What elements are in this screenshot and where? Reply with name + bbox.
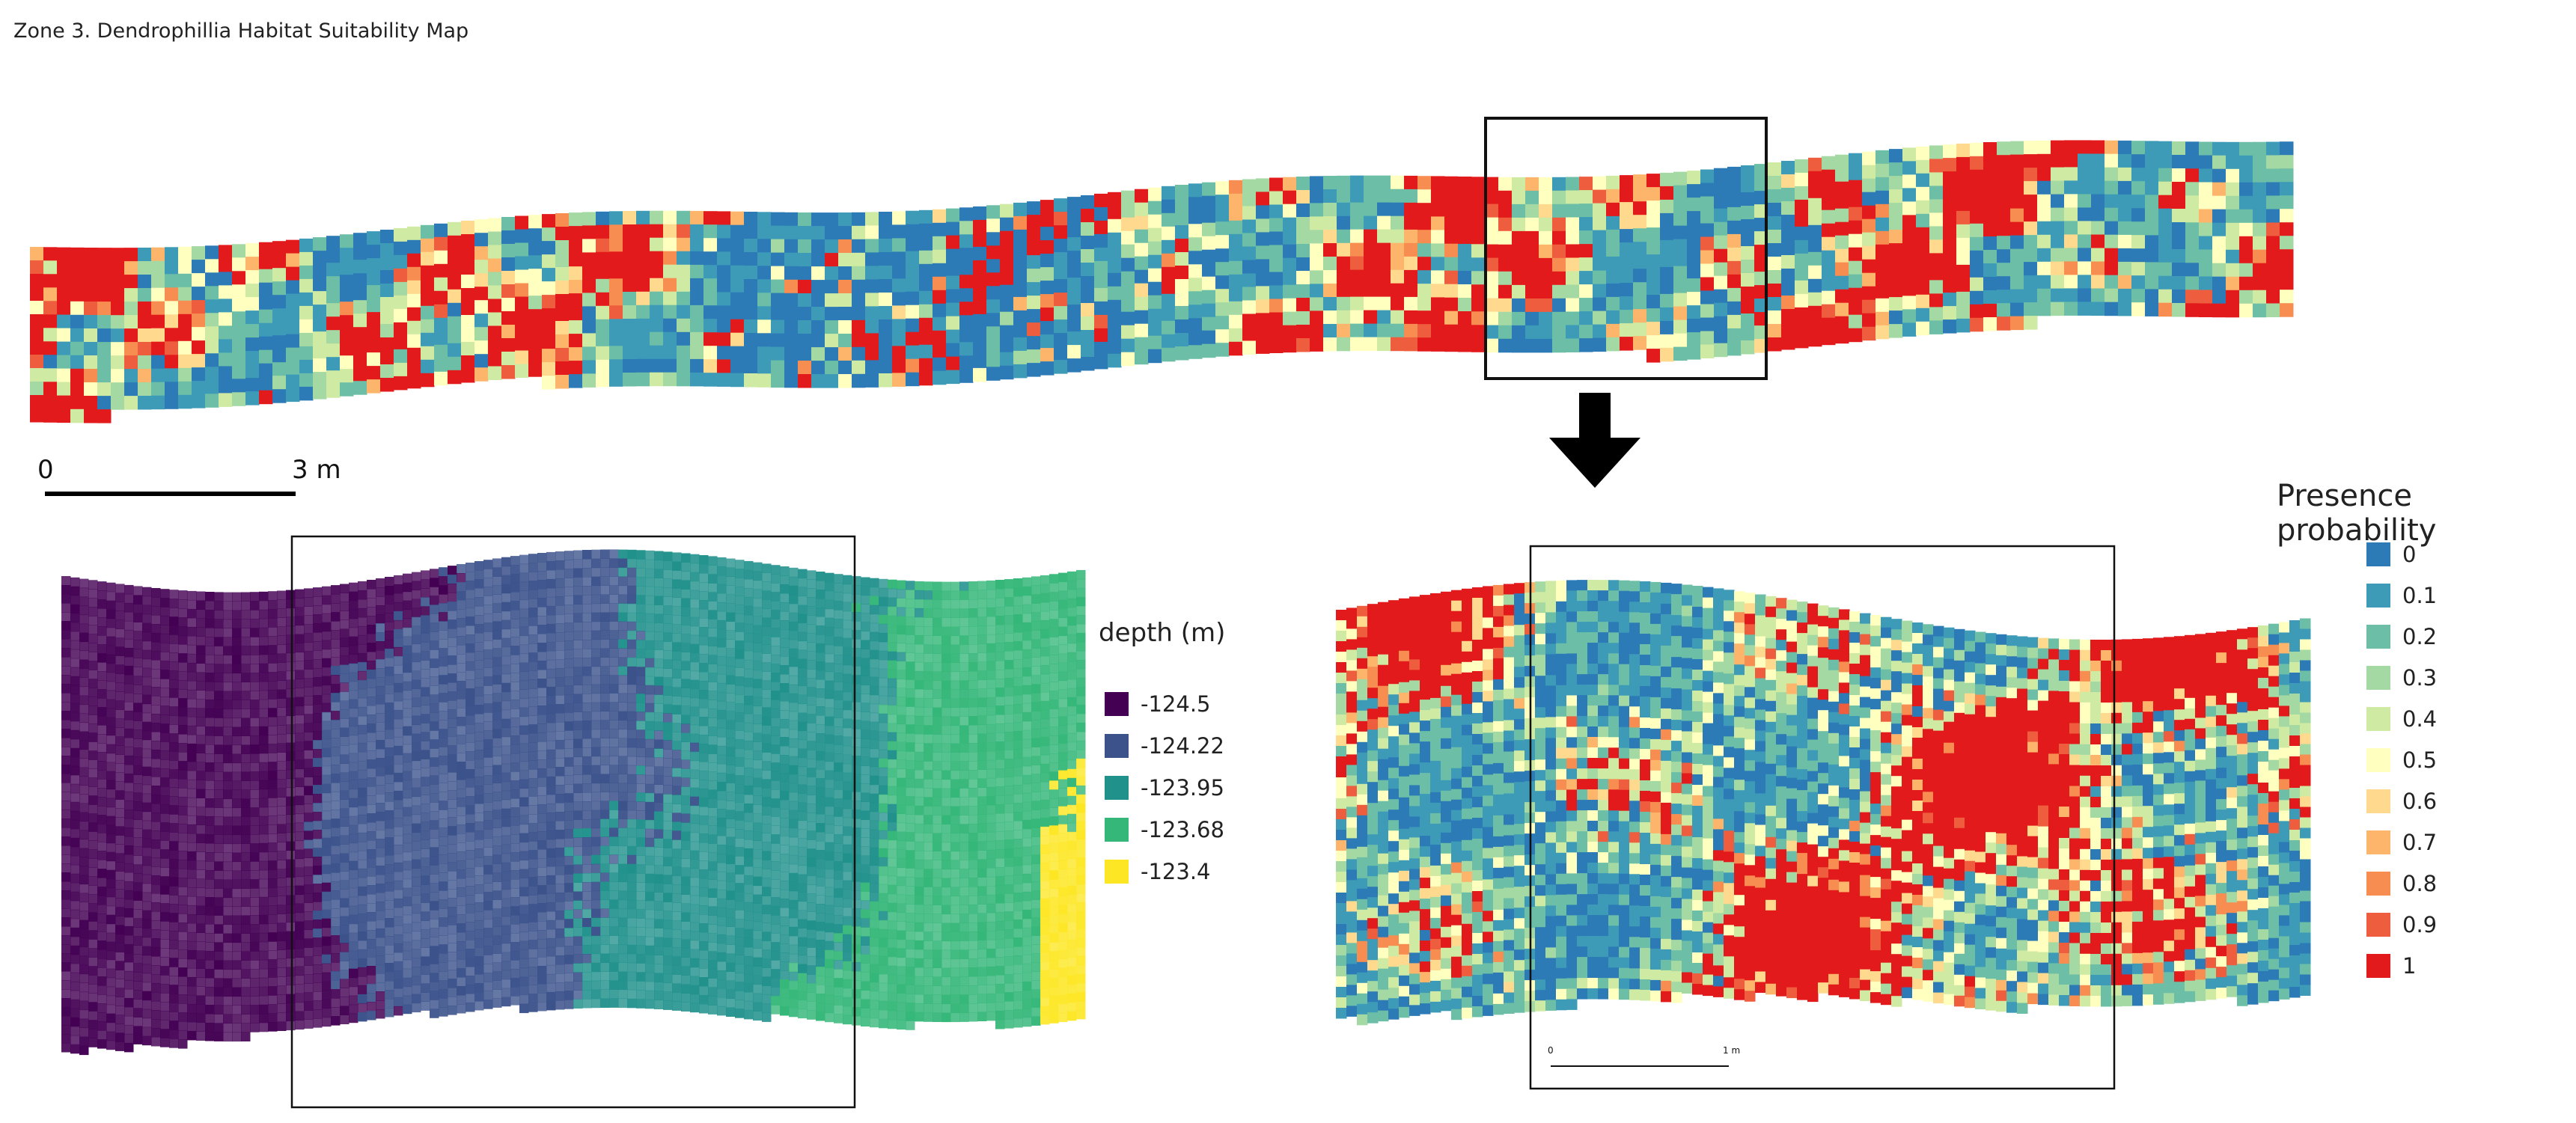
presence-legend-label: 0.8	[2402, 871, 2438, 896]
suitability-raster	[30, 140, 2294, 423]
depth-legend-swatch	[1105, 734, 1129, 758]
presence-legend-label: 0.7	[2402, 830, 2438, 855]
presence-legend-item: 0.1	[2366, 583, 2437, 608]
presence-legend-item: 0.3	[2366, 665, 2437, 691]
presence-legend-label: 0.9	[2402, 912, 2438, 937]
scale-bar-zoom-end: 1 m	[1723, 1045, 1741, 1056]
presence-legend-swatch	[2366, 707, 2390, 731]
scale-bar-zoom-start: 0	[1548, 1045, 1554, 1056]
presence-legend-swatch	[2366, 872, 2390, 896]
depth-legend-label: -124.5	[1141, 691, 1211, 717]
presence-legend-swatch	[2366, 542, 2390, 566]
depth-legend-title: depth (m)	[1099, 618, 1226, 648]
presence-legend-item: 0.6	[2366, 789, 2437, 814]
presence-legend-swatch	[2366, 954, 2390, 978]
presence-legend-label: 0	[2402, 542, 2417, 567]
presence-legend-swatch	[2366, 830, 2390, 854]
presence-legend-item: 0.5	[2366, 747, 2437, 773]
depth-legend-label: -123.68	[1141, 817, 1224, 842]
depth-legend-swatch	[1105, 776, 1129, 800]
presence-legend-label: 0.3	[2402, 665, 2438, 691]
presence-legend-swatch	[2366, 666, 2390, 690]
presence-legend-title: Presence probability	[2277, 479, 2437, 548]
depth-legend-swatch	[1105, 692, 1129, 716]
presence-legend-item: 0.2	[2366, 624, 2437, 649]
presence-legend-swatch	[2366, 913, 2390, 937]
down-arrow-icon	[1549, 393, 1640, 488]
scale-bar-main-end: 3 m	[292, 455, 341, 485]
presence-legend-item: 0.7	[2366, 830, 2437, 855]
depth-legend-item: -123.95	[1105, 775, 1224, 801]
presence-legend-swatch	[2366, 789, 2390, 813]
presence-legend-item: 0.8	[2366, 871, 2437, 896]
presence-legend-label: 0.2	[2402, 624, 2438, 649]
presence-legend-label: 0.1	[2402, 583, 2438, 608]
presence-legend-item: 0.9	[2366, 912, 2437, 937]
presence-legend-label: 0.5	[2402, 747, 2438, 773]
depth-legend-item: -124.5	[1105, 691, 1211, 717]
presence-legend-item: 0	[2366, 542, 2416, 567]
presence-legend-item: 1	[2366, 953, 2416, 979]
depth-legend-label: -124.22	[1141, 733, 1224, 759]
depth-legend-item: -123.68	[1105, 817, 1224, 842]
presence-legend-swatch	[2366, 748, 2390, 772]
presence-legend-label: 0.4	[2402, 706, 2438, 732]
scale-bar-main-start: 0	[37, 455, 54, 485]
presence-legend-item: 0.4	[2366, 706, 2437, 732]
depth-legend-swatch	[1105, 860, 1129, 884]
presence-legend-label: 1	[2402, 953, 2417, 979]
depth-legend-label: -123.95	[1141, 775, 1224, 801]
presence-legend-swatch	[2366, 625, 2390, 649]
presence-legend-swatch	[2366, 584, 2390, 608]
depth-legend-item: -124.22	[1105, 733, 1224, 759]
depth-legend-label: -123.4	[1141, 859, 1211, 884]
depth-legend-swatch	[1105, 818, 1129, 842]
presence-legend-label: 0.6	[2402, 789, 2438, 814]
depth-legend-item: -123.4	[1105, 859, 1211, 884]
